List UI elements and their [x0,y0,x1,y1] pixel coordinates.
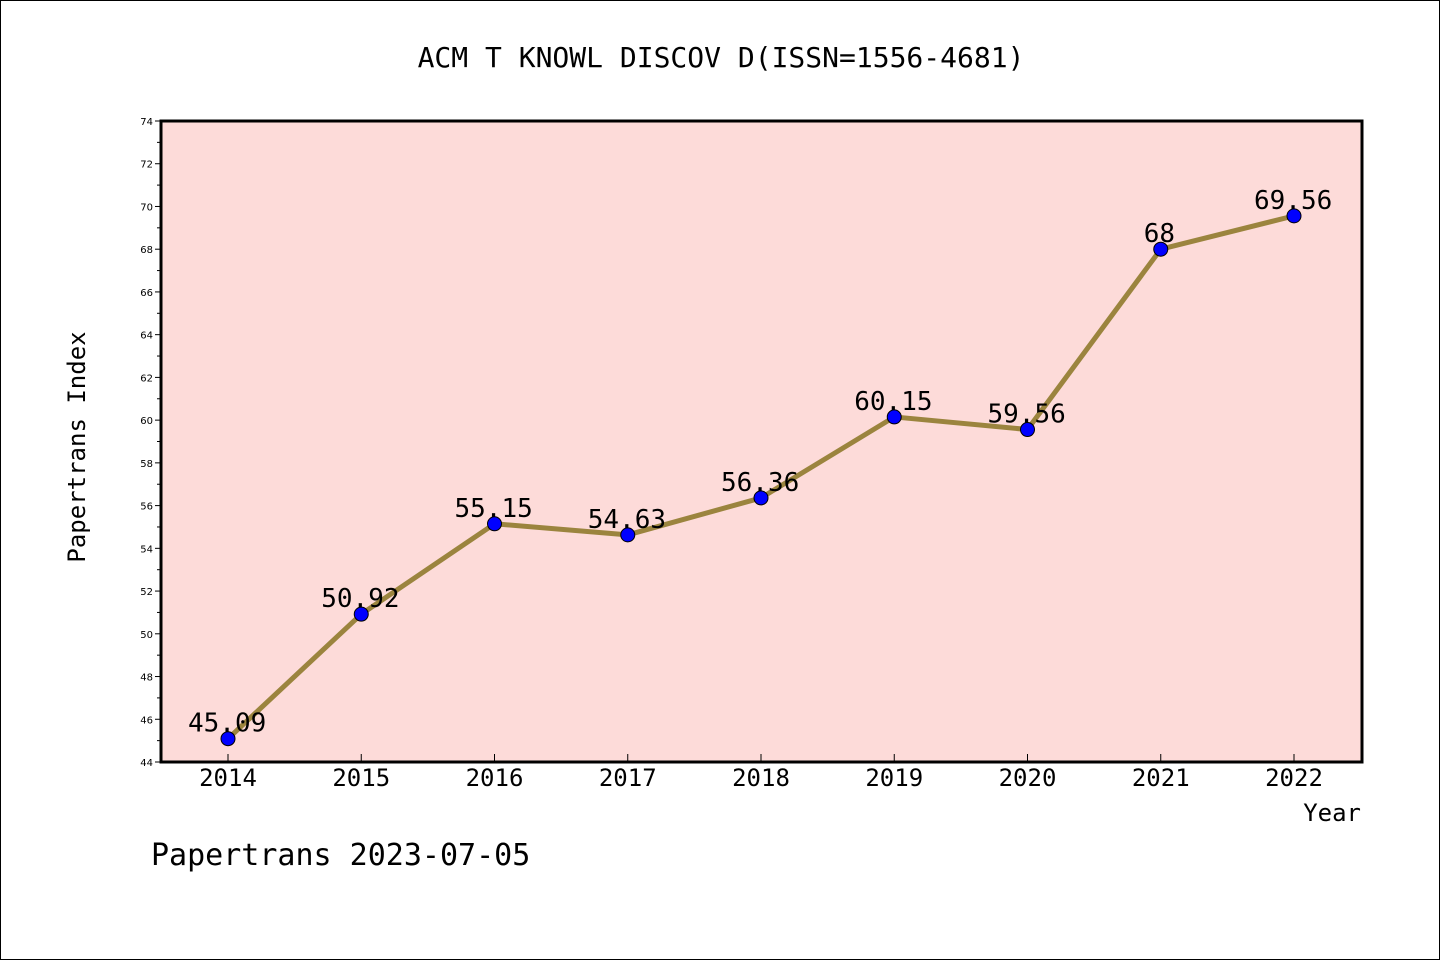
y-tick-label-52: 52 [140,587,153,598]
data-point-2021 [1153,241,1169,257]
x-tick-label-2020: 2020 [999,764,1057,792]
x-tick-label-2017: 2017 [599,764,657,792]
y-axis: 44 46 48 50 52 54 56 58 60 62 64 66 68 70 72 74 [140,117,161,769]
data-point-2014 [220,731,236,747]
y-tick-label-50: 50 [140,630,153,641]
data-label-2022: 69.56 [1254,186,1332,216]
y-tick-label-60: 60 [140,416,153,427]
footer-date: Papertrans 2023-07-05 [151,838,530,873]
y-tick-label-44: 44 [140,758,153,769]
x-tick-label-2014: 2014 [199,764,257,792]
data-label-2021: 68 [1144,219,1175,249]
y-axis-label: Papertrans Index [63,331,91,562]
y-tick-label-72: 72 [140,160,153,171]
data-label-2018: 56.36 [721,468,799,498]
x-tick-label-2019: 2019 [865,764,923,792]
data-point-2015 [353,606,369,622]
data-labels: 45.09 50.92 55.15 54.63 56.36 60.15 59.56 68 69.… [188,186,1332,739]
data-point-2020 [1020,422,1035,438]
x-tick-label-2021: 2021 [1132,764,1190,792]
y-tick-label-62: 62 [140,373,153,384]
y-tick-label-66: 66 [140,288,153,299]
y-tick-label-48: 48 [140,673,153,684]
y-tick-label-64: 64 [140,331,153,342]
x-tick-label-2022: 2022 [1265,764,1323,792]
chart-title: ACM T KNOWL DISCOV D(ISSN=1556-4681) [418,41,1025,74]
y-tick-label-70: 70 [140,202,153,213]
data-label-2014: 45.09 [188,709,266,739]
y-tick-label-58: 58 [140,459,153,470]
data-label-2015: 50.92 [321,584,399,614]
x-tick-label-2016: 2016 [466,764,524,792]
plot-area [159,119,1364,764]
data-label-2019: 60.15 [854,387,932,417]
data-label-2016: 55.15 [455,494,533,524]
data-label-2017: 54.63 [588,505,666,535]
y-tick-label-68: 68 [140,245,153,256]
data-point-2017 [620,527,636,543]
y-tick-label-54: 54 [140,544,153,555]
data-point-2022 [1286,208,1302,224]
x-axis: 2014 2015 2016 2017 2018 2019 2020 2021 2022 [199,754,1323,792]
x-axis-label: Year [1303,799,1361,827]
y-tick-label-56: 56 [140,502,153,513]
y-tick-label-46: 46 [140,715,153,726]
x-tick-label-2015: 2015 [332,764,390,792]
data-point-2016 [487,516,502,532]
y-tick-label-74: 74 [140,117,153,128]
x-tick-label-2018: 2018 [732,764,790,792]
data-point-2018 [753,490,769,506]
data-points [220,208,1302,747]
data-label-2020: 59.56 [988,400,1066,430]
data-point-2019 [886,409,902,425]
